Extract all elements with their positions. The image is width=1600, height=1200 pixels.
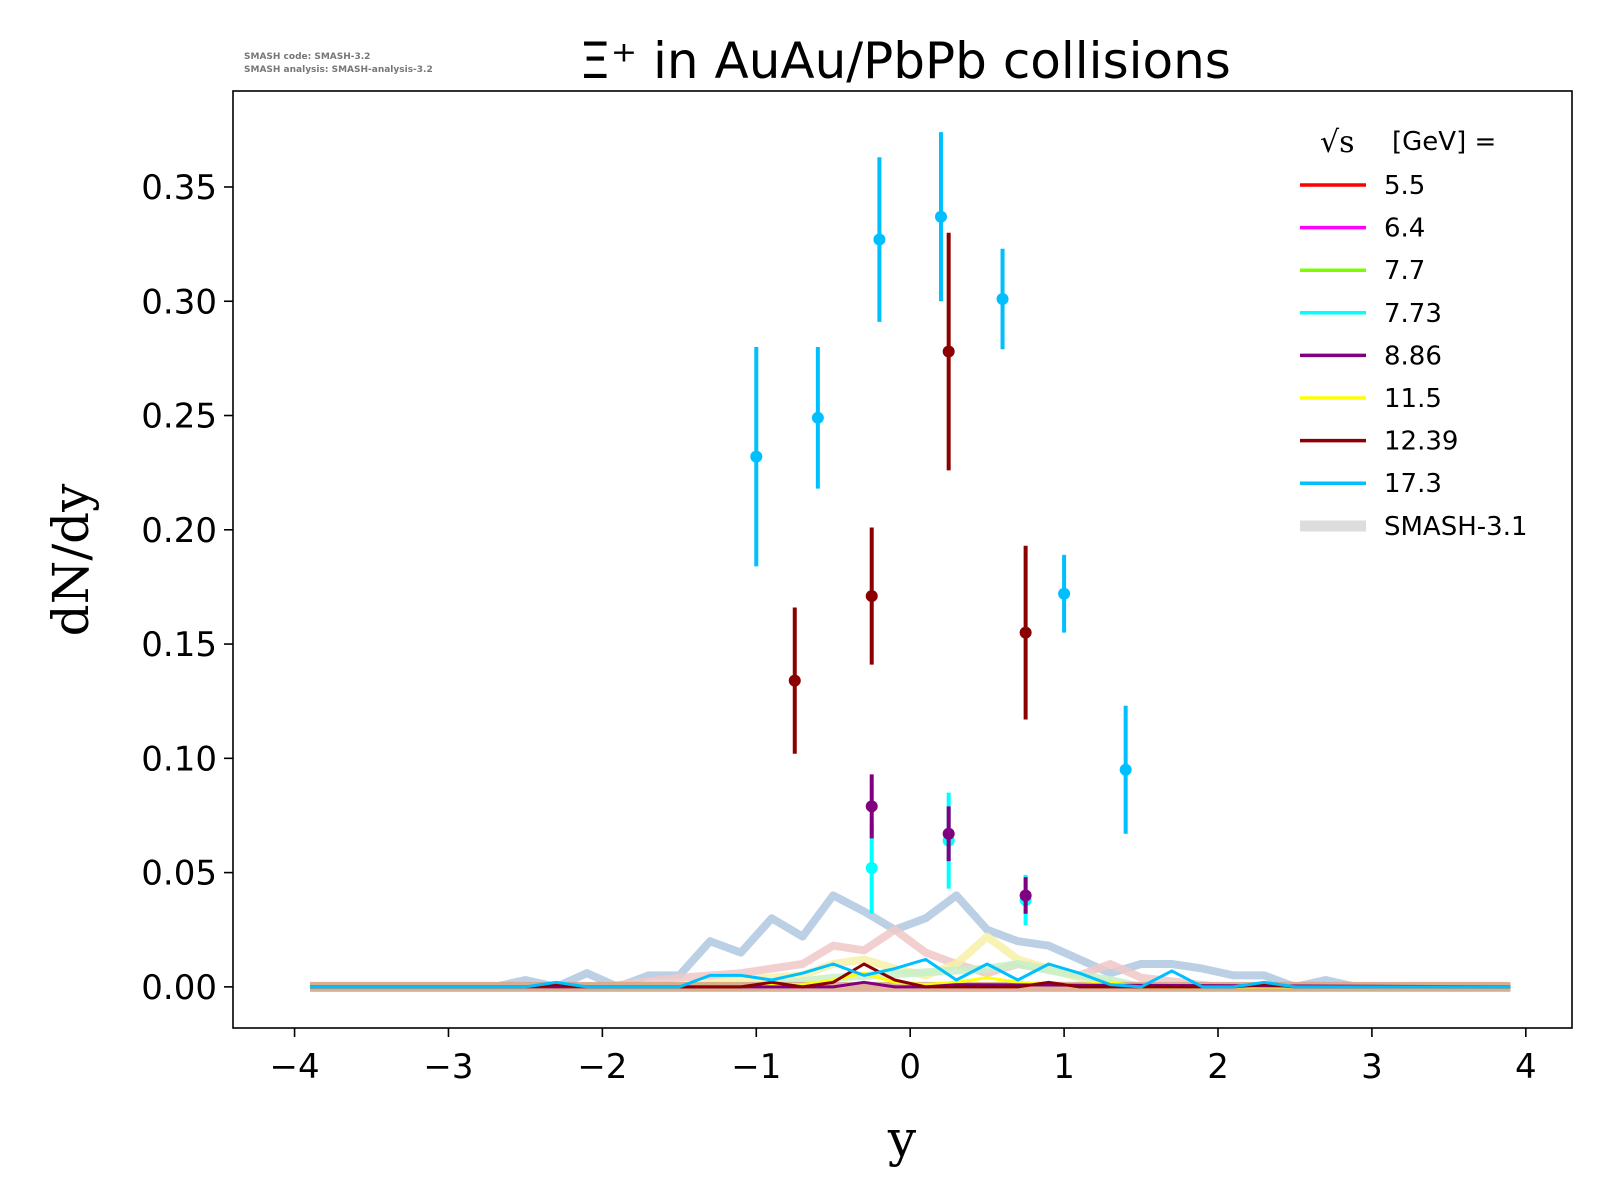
y-axis-ticks: 0.00 0.05 0.10 0.15 0.20 0.25 0.30 0.35 [141, 168, 233, 1008]
model-line [310, 957, 1511, 989]
data-point [811, 411, 824, 424]
x-tick-label: −3 [423, 1047, 473, 1087]
smash-curve [310, 925, 1511, 991]
chart-title: Ξ⁺ in AuAu/PbPb collisions [579, 32, 1231, 90]
data-point [942, 827, 955, 840]
x-tick-label: −2 [577, 1047, 627, 1087]
data-point [1119, 763, 1132, 776]
data-point [934, 210, 947, 223]
data-point [865, 800, 878, 813]
legend-items: 5.5 6.4 7.7 7.73 8.86 11.5 12.39 17.3 [1300, 171, 1458, 499]
y-tick-label: 0.30 [141, 282, 217, 322]
data-point [942, 345, 955, 358]
x-tick-label: −1 [731, 1047, 781, 1087]
smash-code-note: SMASH code: SMASH-3.2 [244, 52, 370, 62]
legend-title: [GeV] = [1392, 127, 1496, 157]
data-point [1058, 587, 1071, 600]
data-point [1019, 889, 1032, 902]
data-point [996, 292, 1009, 305]
plot-frame [232, 90, 1573, 1029]
x-axis-label: y [887, 1110, 917, 1168]
x-tick-label: 1 [1053, 1047, 1075, 1087]
plot-area [309, 132, 1511, 992]
data-point [865, 590, 878, 603]
x-tick-label: −4 [270, 1047, 320, 1087]
legend-label: 7.73 [1384, 299, 1442, 329]
data-point [1019, 626, 1032, 639]
y-tick-label: 0.05 [141, 854, 217, 894]
y-tick-label: 0.25 [141, 397, 217, 437]
y-tick-label: 0.35 [141, 168, 217, 208]
model-line [310, 980, 1511, 989]
x-tick-label: 0 [899, 1047, 921, 1087]
y-axis-label: dN/dy [42, 483, 100, 637]
legend-label: 17.3 [1384, 469, 1442, 499]
data-point [788, 674, 801, 687]
legend-label: 12.39 [1384, 427, 1458, 457]
x-tick-label: 3 [1361, 1047, 1383, 1087]
legend-label-smash: SMASH-3.1 [1384, 512, 1528, 542]
legend-label: 5.5 [1384, 171, 1425, 201]
legend-label: 7.7 [1384, 256, 1425, 286]
y-tick-label: 0.15 [141, 625, 217, 665]
x-tick-label: 4 [1515, 1047, 1537, 1087]
y-tick-label: 0.10 [141, 739, 217, 779]
data-point [750, 450, 763, 463]
x-axis-ticks: −4 −3 −2 −1 0 1 2 3 4 [270, 1028, 1537, 1087]
y-tick-label: 0.00 [141, 968, 217, 1008]
model-lines [310, 957, 1511, 989]
legend-label: 8.86 [1384, 341, 1442, 371]
smash-analysis-note: SMASH analysis: SMASH-analysis-3.2 [244, 65, 433, 75]
legend-label: 6.4 [1384, 214, 1425, 244]
data-point [873, 233, 886, 246]
data-points [750, 132, 1132, 926]
legend-label: 11.5 [1384, 384, 1442, 414]
y-tick-label: 0.20 [141, 511, 217, 551]
x-tick-label: 2 [1207, 1047, 1229, 1087]
legend-title-sqrt-icon: √s [1320, 125, 1355, 160]
legend: √s [GeV] = 5.5 6.4 7.7 7.73 8.86 11.5 12.39 17.… [1300, 125, 1528, 542]
data-point [865, 862, 878, 875]
